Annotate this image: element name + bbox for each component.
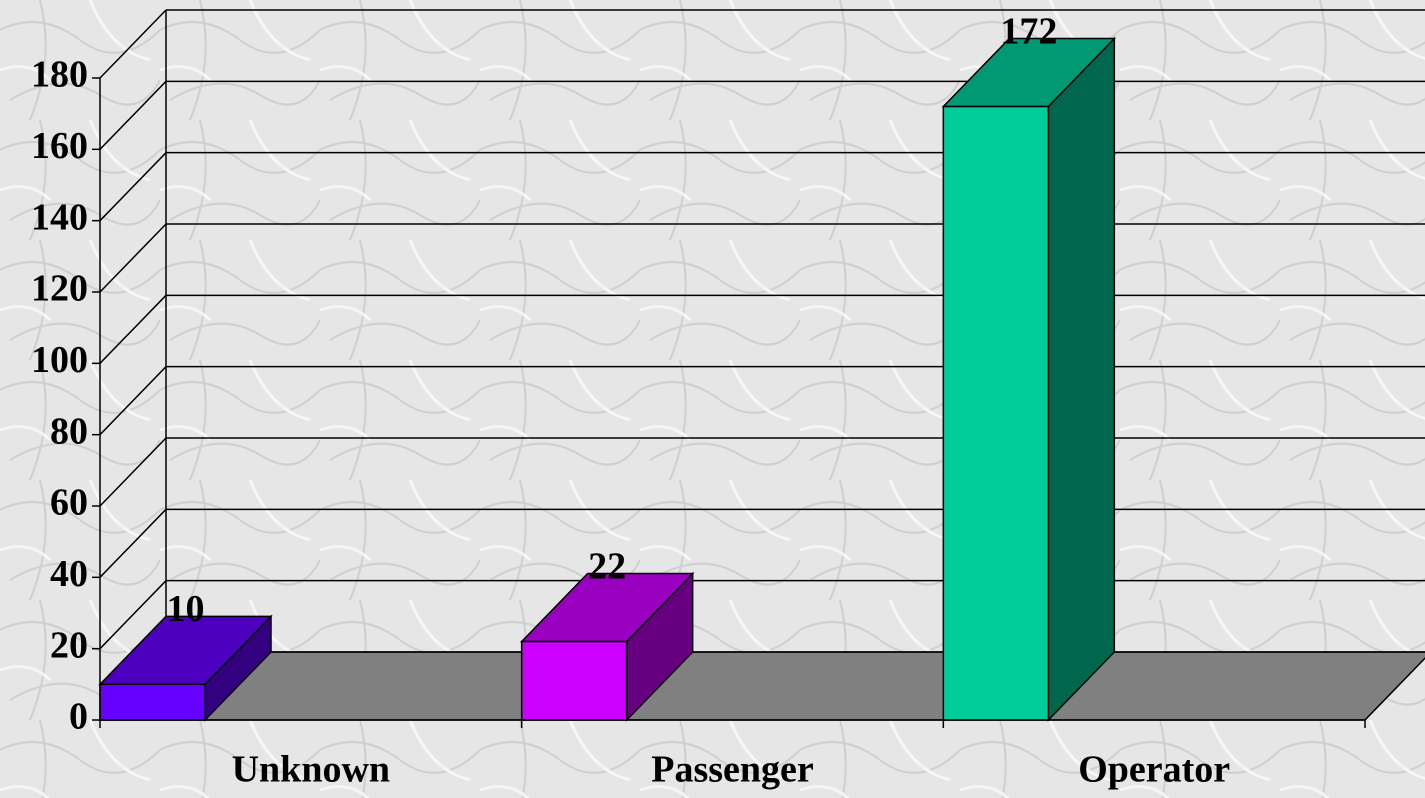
bar [99,683,206,721]
y-tick-label: 100 [31,339,88,381]
value-label: 22 [588,545,626,587]
y-tick-label: 20 [50,624,88,666]
side-grid-line [99,223,167,293]
side-grid-line [99,9,167,79]
y-tick-label: 40 [50,553,88,595]
y-tick-label: 180 [31,54,88,96]
bar [942,105,1050,721]
y-tick-label: 160 [31,125,88,167]
value-label: 172 [1000,10,1057,52]
x-tick-label: Passenger [651,749,814,791]
y-tick-label: 60 [50,482,88,524]
floor [98,651,1425,721]
side-grid-line [99,152,167,222]
x-tick-label: Operator [1078,749,1230,791]
side-grid-line [99,366,167,436]
y-tick-label: 80 [50,410,88,452]
y-tick-label: 0 [69,696,88,738]
y-tick-label: 120 [31,268,88,310]
y-tick-label: 140 [31,196,88,238]
side-grid-line [99,580,167,650]
side-grid-line [99,294,167,364]
bar [520,640,628,721]
side-grid-line [99,437,167,507]
bar-side [1047,36,1116,722]
value-label: 10 [167,588,205,630]
x-tick-label: Unknown [232,749,390,791]
side-grid-line [99,80,167,150]
side-grid-line [99,508,167,578]
